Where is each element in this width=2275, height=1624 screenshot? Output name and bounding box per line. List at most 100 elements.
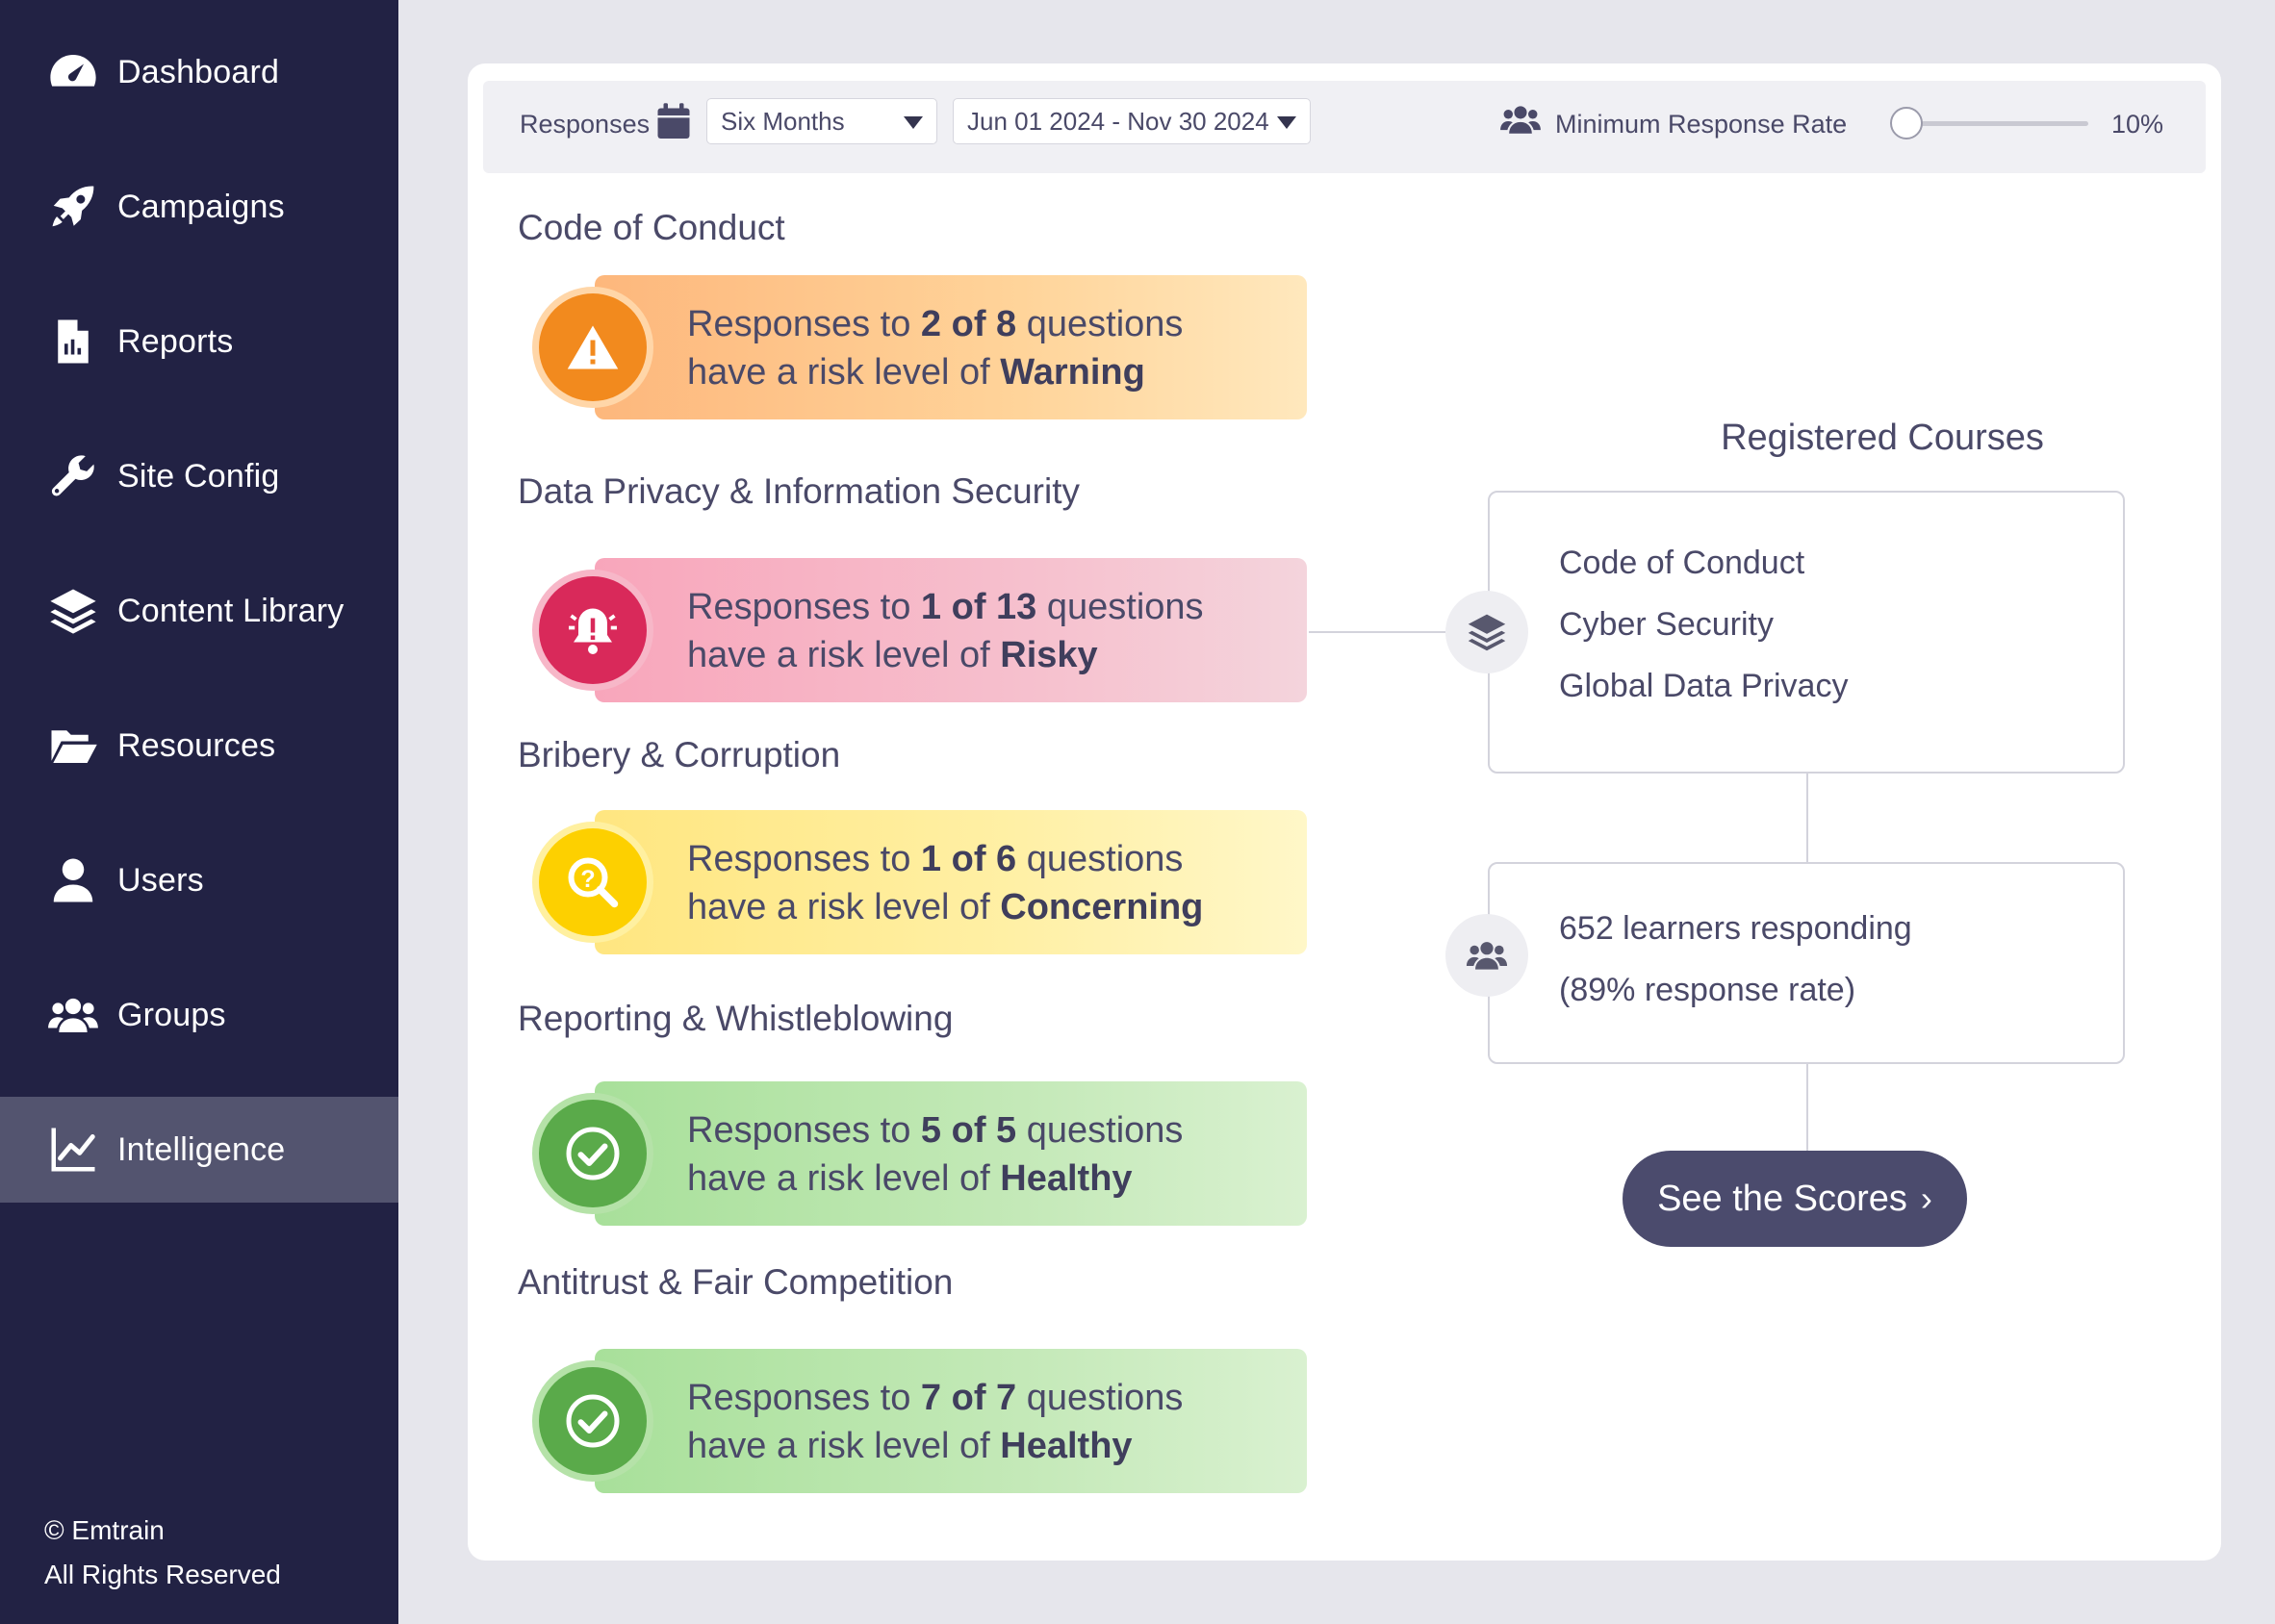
risk-summary: Responses to 1 of 13 questions have a ri…	[687, 583, 1204, 679]
min-response-rate-value: 10%	[2111, 110, 2164, 139]
registered-courses-title: Registered Courses	[1721, 418, 2044, 458]
sidebar-item-label: Intelligence	[117, 1130, 286, 1168]
risk-count: 7 of 7	[920, 1378, 1017, 1418]
sidebar-item-label: Content Library	[117, 592, 345, 629]
check-circle-icon	[539, 1367, 647, 1475]
warning-icon	[539, 293, 647, 401]
category-title: Bribery & Corruption	[518, 735, 841, 774]
group-icon	[1500, 106, 1541, 134]
sidebar-item-users[interactable]: Users	[0, 827, 398, 933]
risk-count: 1 of 6	[920, 839, 1017, 879]
see-scores-label: See the Scores	[1657, 1178, 1907, 1219]
learners-count: 652 learners responding	[1559, 910, 1912, 947]
category-title: Reporting & Whistleblowing	[518, 999, 954, 1038]
risk-card-warning[interactable]: Responses to 2 of 8 questions have a ris…	[595, 275, 1307, 419]
sidebar-item-site-config[interactable]: Site Config	[0, 423, 398, 529]
risk-text-prefix: Responses to	[687, 839, 921, 879]
chevron-down-icon	[1277, 116, 1296, 129]
date-range-select[interactable]: Jun 01 2024 - Nov 30 2024	[953, 98, 1311, 144]
svg-text:?: ?	[580, 866, 595, 893]
risk-summary: Responses to 7 of 7 questions have a ris…	[687, 1374, 1183, 1470]
search-question-icon: ?	[539, 828, 647, 936]
sidebar-item-reports[interactable]: Reports	[0, 289, 398, 394]
sidebar-item-groups[interactable]: Groups	[0, 962, 398, 1068]
chevron-right-icon: ›	[1920, 1179, 1932, 1218]
calendar-icon	[657, 103, 690, 139]
risk-text-line2: have a risk level of	[687, 352, 1001, 393]
min-response-rate-slider[interactable]	[1896, 121, 2088, 126]
risk-text-prefix: Responses to	[687, 304, 921, 344]
response-rate: (89% response rate)	[1559, 972, 1856, 1008]
risk-text-mid: questions	[1016, 1110, 1184, 1151]
risk-count: 2 of 8	[920, 304, 1017, 344]
connector-line	[1309, 631, 1445, 633]
report-file-icon	[44, 313, 102, 370]
check-circle-icon	[539, 1100, 647, 1207]
sidebar-item-campaigns[interactable]: Campaigns	[0, 154, 398, 260]
period-select-value: Six Months	[721, 107, 845, 136]
risk-count: 5 of 5	[920, 1110, 1017, 1151]
risk-count: 1 of 13	[920, 587, 1037, 627]
intelligence-panel: Responses Six Months Jun 01 2024 - Nov 3…	[468, 63, 2221, 1561]
risk-level: Healthy	[1000, 1158, 1133, 1199]
category-title: Antitrust & Fair Competition	[518, 1262, 954, 1302]
group-icon	[1445, 914, 1528, 997]
risk-summary: Responses to 2 of 8 questions have a ris…	[687, 300, 1183, 396]
course-item: Global Data Privacy	[1559, 668, 1849, 704]
see-scores-button[interactable]: See the Scores ›	[1623, 1151, 1967, 1247]
category-title: Data Privacy & Information Security	[518, 471, 1080, 511]
sidebar: Dashboard Campaigns Reports Site Config …	[0, 0, 398, 1624]
risk-level: Risky	[1000, 635, 1098, 675]
risk-card-healthy[interactable]: Responses to 5 of 5 questions have a ris…	[595, 1081, 1307, 1226]
copyright-text: © Emtrain	[44, 1515, 165, 1545]
connector-line	[1806, 773, 1808, 865]
risk-text-prefix: Responses to	[687, 1378, 921, 1418]
risk-text-line2: have a risk level of	[687, 1158, 1001, 1199]
user-icon	[44, 851, 102, 909]
risk-summary: Responses to 1 of 6 questions have a ris…	[687, 835, 1203, 931]
group-icon	[44, 986, 102, 1044]
risk-text-mid: questions	[1016, 1378, 1184, 1418]
risk-level: Warning	[1000, 352, 1145, 393]
risk-card-concerning[interactable]: Responses to 1 of 6 questions have a ris…	[595, 810, 1307, 954]
sidebar-item-resources[interactable]: Resources	[0, 693, 398, 799]
slider-thumb[interactable]	[1890, 107, 1923, 140]
risk-card-risky[interactable]: Responses to 1 of 13 questions have a ri…	[595, 558, 1307, 702]
layers-icon	[1445, 591, 1528, 673]
date-range-select-value: Jun 01 2024 - Nov 30 2024	[967, 107, 1269, 136]
learners-box: 652 learners responding (89% response ra…	[1488, 862, 2125, 1064]
responses-label: Responses	[520, 110, 651, 139]
dashboard-gauge-icon	[44, 43, 102, 101]
rights-text: All Rights Reserved	[44, 1560, 281, 1589]
sidebar-item-content-library[interactable]: Content Library	[0, 558, 398, 664]
course-item: Code of Conduct	[1559, 545, 1805, 581]
registered-courses-box: Code of Conduct Cyber Security Global Da…	[1488, 491, 2125, 774]
connector-line	[1806, 1064, 1808, 1151]
sidebar-item-dashboard[interactable]: Dashboard	[0, 19, 398, 125]
sidebar-item-label: Users	[117, 861, 204, 899]
risk-text-line2: have a risk level of	[687, 1426, 1001, 1466]
risk-text-prefix: Responses to	[687, 1110, 921, 1151]
sidebar-item-label: Site Config	[117, 457, 280, 495]
min-response-rate-label: Minimum Response Rate	[1555, 110, 1848, 139]
alarm-bell-icon	[539, 576, 647, 684]
risk-text-mid: questions	[1016, 839, 1184, 879]
category-title: Code of Conduct	[518, 208, 785, 247]
risk-summary: Responses to 5 of 5 questions have a ris…	[687, 1106, 1183, 1203]
chevron-down-icon	[904, 116, 923, 129]
risk-card-healthy[interactable]: Responses to 7 of 7 questions have a ris…	[595, 1349, 1307, 1493]
sidebar-item-intelligence[interactable]: Intelligence	[0, 1097, 398, 1203]
line-chart-icon	[44, 1121, 102, 1179]
risk-text-line2: have a risk level of	[687, 887, 1001, 927]
risk-level: Healthy	[1000, 1426, 1133, 1466]
period-select[interactable]: Six Months	[706, 98, 937, 144]
layers-icon	[44, 582, 102, 640]
rocket-icon	[44, 178, 102, 236]
sidebar-item-label: Resources	[117, 726, 276, 764]
course-item: Cyber Security	[1559, 606, 1774, 643]
sidebar-item-label: Campaigns	[117, 188, 285, 225]
wrench-icon	[44, 447, 102, 505]
risk-text-mid: questions	[1036, 587, 1204, 627]
risk-text-line2: have a risk level of	[687, 635, 1001, 675]
filter-toolbar: Responses Six Months Jun 01 2024 - Nov 3…	[483, 81, 2206, 173]
